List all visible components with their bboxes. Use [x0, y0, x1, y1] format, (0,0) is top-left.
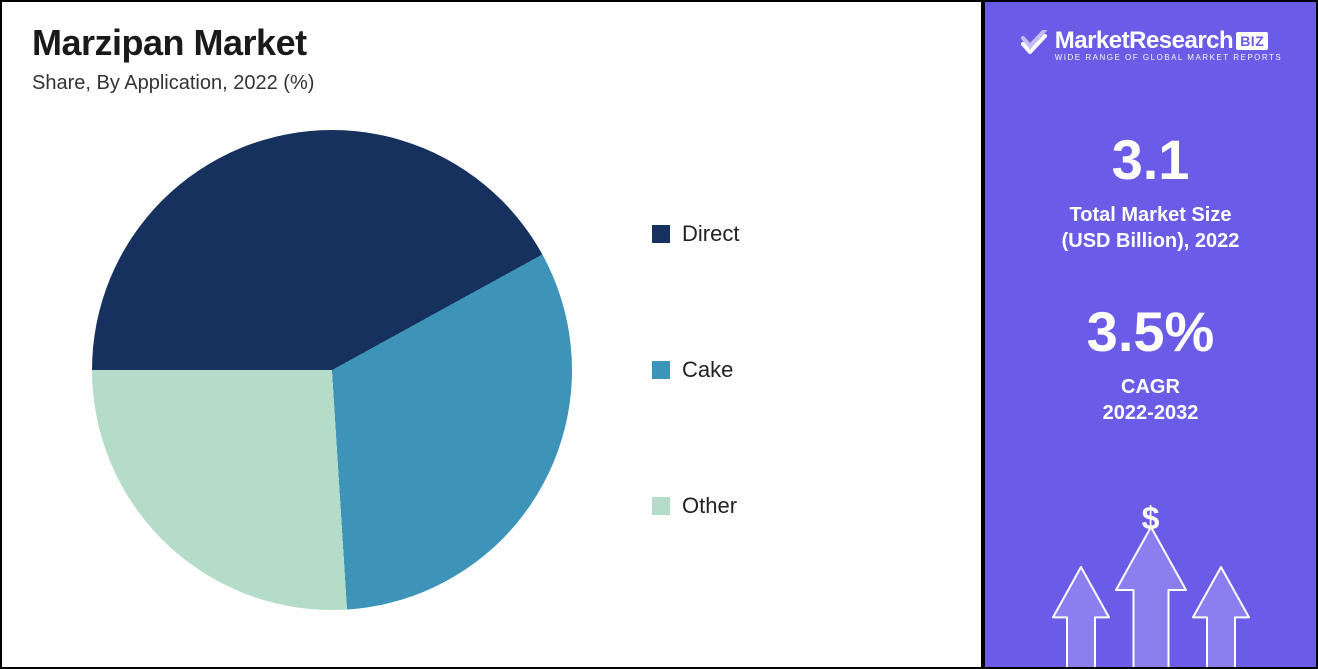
legend-swatch [652, 497, 670, 515]
stat-cagr-label: CAGR 2022-2032 [1103, 374, 1199, 426]
pie-graphic [92, 130, 572, 610]
logo: MarketResearch BIZ WIDE RANGE OF GLOBAL … [1019, 27, 1283, 132]
chart-subtitle: Share, By Application, 2022 (%) [32, 72, 951, 95]
stat-market-size-label: Total Market Size (USD Billion), 2022 [1062, 202, 1240, 254]
legend-label: Cake [682, 357, 733, 383]
logo-tagline: WIDE RANGE OF GLOBAL MARKET REPORTS [1055, 53, 1283, 62]
stat-market-size-value: 3.1 [1112, 132, 1190, 188]
logo-check-icon [1019, 30, 1049, 60]
legend-label: Direct [682, 221, 739, 247]
stats-panel: MarketResearch BIZ WIDE RANGE OF GLOBAL … [983, 0, 1318, 669]
pie-chart [92, 130, 572, 610]
logo-text: MarketResearch [1055, 27, 1233, 55]
legend-swatch [652, 361, 670, 379]
legend-item: Other [652, 493, 739, 519]
stat-cagr-value: 3.5% [1087, 304, 1215, 360]
logo-suffix: BIZ [1236, 32, 1268, 50]
legend-label: Other [682, 493, 737, 519]
chart-panel: Marzipan Market Share, By Application, 2… [0, 0, 983, 669]
arrows-icon [1021, 507, 1281, 667]
chart-title: Marzipan Market [32, 22, 951, 64]
legend-swatch [652, 225, 670, 243]
legend-item: Direct [652, 221, 739, 247]
chart-area: Direct Cake Other [32, 105, 951, 635]
legend-item: Cake [652, 357, 739, 383]
legend: Direct Cake Other [652, 221, 739, 519]
